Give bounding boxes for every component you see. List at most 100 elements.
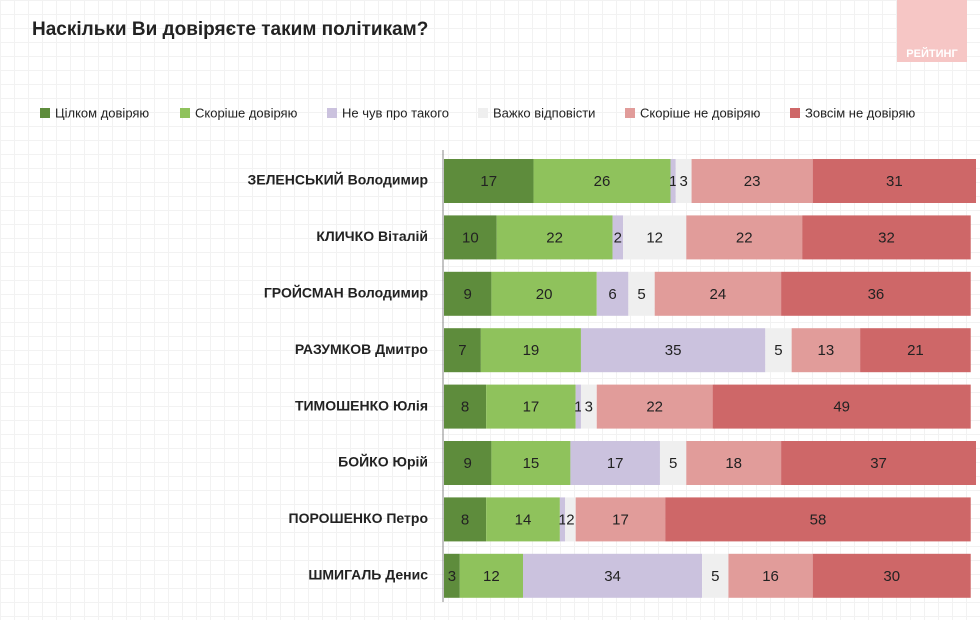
bar-segment — [459, 553, 524, 598]
value-label: 30 — [883, 568, 900, 585]
bar-segment — [659, 441, 687, 485]
value-label: 5 — [637, 286, 645, 303]
value-label: 23 — [744, 173, 761, 190]
bar-segment — [765, 328, 792, 373]
bar-segment — [444, 215, 497, 260]
value-label: 34 — [604, 568, 621, 585]
chart-title: Наскільки Ви довіряєте таким політикам? — [32, 19, 428, 40]
value-label: 49 — [833, 399, 850, 416]
value-label: 17 — [607, 455, 624, 472]
value-label: 36 — [868, 286, 885, 303]
legend-label: Скоріше не довіряю — [640, 105, 761, 120]
value-label: 10 — [462, 229, 479, 246]
value-label: 1 — [669, 173, 677, 190]
legend-label: Не чув про такого — [342, 105, 449, 120]
legend-swatch — [327, 108, 337, 118]
row-label: ТИМОШЕНКО Юлія — [295, 397, 428, 413]
bar-segment — [444, 384, 487, 429]
bar-segment — [491, 271, 597, 316]
row-label: ГРОЙСМАН Володимир — [264, 284, 428, 301]
value-label: 12 — [646, 229, 663, 246]
legend-label: Скоріше довіряю — [195, 105, 298, 120]
bar-segment — [781, 271, 971, 316]
row-label: БОЙКО Юрій — [338, 453, 428, 470]
logo: РЕЙТИНГ — [906, 47, 958, 60]
legend-swatch — [478, 108, 488, 118]
bar-segment — [580, 384, 597, 429]
logo-box — [897, 0, 967, 62]
value-label: 12 — [483, 568, 500, 585]
bar-segment — [802, 215, 971, 260]
value-label: 9 — [464, 455, 472, 472]
row-label: ЗЕЛЕНСЬКИЙ Володимир — [247, 171, 428, 188]
value-label: 24 — [710, 286, 727, 303]
bar-segment — [670, 159, 676, 203]
value-label: 16 — [762, 568, 779, 585]
value-label: 2 — [614, 229, 622, 246]
bar-segment — [728, 553, 813, 598]
value-label: 22 — [546, 229, 563, 246]
value-label: 21 — [907, 342, 924, 359]
bar-segment — [496, 215, 613, 260]
bar-segment — [860, 328, 971, 373]
value-label: 14 — [515, 511, 532, 528]
bar-segment — [686, 215, 803, 260]
bar-segment — [686, 441, 782, 485]
value-label: 1 — [558, 511, 566, 528]
value-label: 5 — [711, 568, 719, 585]
value-label: 18 — [725, 455, 742, 472]
bar-segment — [691, 159, 813, 203]
bar-segment — [570, 441, 660, 485]
value-label: 15 — [523, 455, 540, 472]
bar-segment — [791, 328, 861, 373]
row-label: ШМИГАЛЬ Денис — [308, 567, 428, 583]
value-label: 13 — [818, 342, 835, 359]
bar-segment — [781, 441, 976, 485]
value-label: 7 — [458, 342, 466, 359]
row-label: РАЗУМКОВ Дмитро — [295, 341, 428, 357]
bar-segment — [559, 497, 566, 542]
legend-swatch — [180, 108, 190, 118]
bar-segment — [812, 553, 971, 598]
legend-swatch — [790, 108, 800, 118]
value-label: 32 — [878, 229, 895, 246]
bar-segment — [486, 384, 576, 429]
value-label: 3 — [585, 399, 593, 416]
value-label: 9 — [464, 286, 472, 303]
value-label: 37 — [870, 455, 887, 472]
bar-segment — [486, 497, 560, 542]
value-label: 6 — [608, 286, 616, 303]
bar-segment — [575, 384, 581, 429]
legend-swatch — [625, 108, 635, 118]
value-label: 19 — [523, 342, 540, 359]
value-label: 5 — [774, 342, 782, 359]
bar-segment — [444, 441, 492, 485]
bar-segment — [580, 328, 766, 373]
value-label: 17 — [523, 399, 540, 416]
bar-segment — [812, 159, 976, 203]
bar-segment — [491, 441, 571, 485]
row-label: ПОРОШЕНКО Петро — [289, 510, 428, 526]
legend-swatch — [40, 108, 50, 118]
value-label: 31 — [886, 173, 903, 190]
bar-segment — [675, 159, 692, 203]
bar-segment — [665, 497, 971, 542]
bar-segment — [444, 328, 481, 373]
bar-segment — [612, 215, 624, 260]
value-label: 35 — [665, 342, 682, 359]
value-label: 22 — [646, 399, 663, 416]
value-label: 8 — [461, 511, 469, 528]
bar-segment — [654, 271, 782, 316]
bar-segment — [623, 215, 687, 260]
bar-segment — [444, 553, 460, 598]
value-label: 1 — [574, 399, 582, 416]
legend-label: Зовсім не довіряю — [805, 105, 916, 120]
value-label: 20 — [536, 286, 553, 303]
value-label: 58 — [810, 511, 827, 528]
value-label: 5 — [669, 455, 677, 472]
bar-segment — [712, 384, 971, 429]
bar-segment — [480, 328, 581, 373]
value-label: 22 — [736, 229, 753, 246]
bar-segment — [444, 159, 534, 203]
